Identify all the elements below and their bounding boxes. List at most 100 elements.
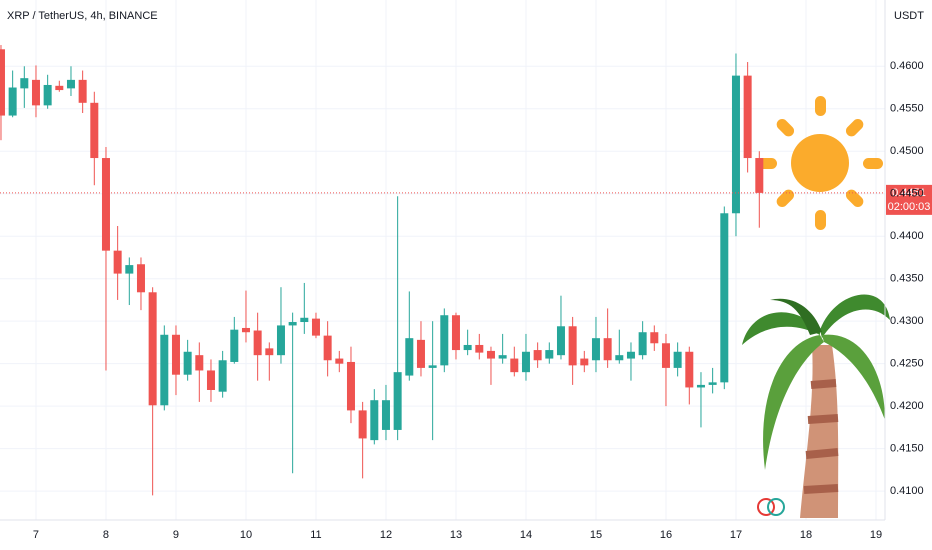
y-tick-label: 0.4350: [890, 273, 924, 285]
candle-body: [206, 370, 215, 390]
candle-body: [370, 400, 379, 441]
candle-body: [288, 322, 297, 326]
candle-body: [521, 351, 530, 373]
current-price-label: 0.4451: [892, 187, 926, 199]
candle-body: [183, 351, 192, 375]
x-tick-label: 8: [103, 529, 109, 541]
y-tick-label: 0.4150: [890, 443, 924, 455]
y-tick-label: 0.4400: [890, 230, 924, 242]
candle-body: [101, 158, 110, 251]
candle-body: [451, 315, 460, 351]
chart-title: XRP / TetherUS, 4h, BINANCE: [7, 10, 158, 22]
candle-body: [661, 343, 670, 368]
candle-body: [650, 332, 659, 344]
candle-body: [0, 49, 5, 116]
candle-body: [265, 348, 274, 356]
candle-body: [743, 75, 752, 159]
x-tick-label: 16: [660, 529, 672, 541]
candle-body: [475, 344, 484, 353]
candle-body: [755, 158, 764, 193]
candle-body: [253, 330, 262, 356]
candle-body: [673, 351, 682, 368]
x-tick-label: 14: [520, 529, 532, 541]
price-label-box: [886, 184, 932, 215]
candle-body: [136, 264, 145, 293]
candle-body: [405, 338, 414, 376]
x-tick-label: 13: [450, 529, 462, 541]
candle-body: [90, 102, 99, 159]
candle-body: [498, 355, 507, 359]
grid: [0, 0, 885, 520]
candle-body: [335, 358, 344, 364]
currency-label: USDT: [894, 10, 924, 22]
y-tick-label: 0.4200: [890, 400, 924, 412]
candle-body: [66, 79, 75, 89]
candle-body: [171, 334, 180, 375]
candle-body: [416, 339, 425, 368]
y-tick-label: 0.4600: [890, 60, 924, 72]
candles: [0, 45, 764, 496]
x-tick-label: 10: [240, 529, 252, 541]
x-tick-label: 12: [380, 529, 392, 541]
countdown-label: 02:00:03: [888, 201, 931, 213]
candle-body: [428, 365, 437, 368]
candle-body: [78, 79, 87, 103]
candle-body: [720, 213, 729, 383]
candle-body: [545, 350, 554, 359]
y-tick-label: 0.4450: [890, 188, 924, 200]
candle-body: [580, 358, 589, 366]
x-tick-label: 18: [800, 529, 812, 541]
x-tick-label: 9: [173, 529, 179, 541]
y-tick-label: 0.4300: [890, 315, 924, 327]
overlay: 0.4451 02:00:03: [0, 184, 932, 215]
candle-body: [31, 79, 40, 106]
candle-body: [696, 384, 705, 388]
candle-body: [8, 87, 17, 116]
x-tick-label: 15: [590, 529, 602, 541]
candle-body: [603, 338, 612, 361]
logo: [757, 498, 785, 516]
x-tick-label: 17: [730, 529, 742, 541]
candle-body: [300, 317, 309, 323]
candle-body: [148, 292, 157, 406]
candle-body: [113, 250, 122, 274]
candle-body: [463, 344, 472, 351]
candle-body: [381, 400, 390, 430]
candle-body: [615, 355, 624, 361]
x-tick-label: 11: [310, 529, 321, 541]
candle-body: [125, 265, 134, 274]
candle-body: [43, 84, 52, 106]
candle-body: [323, 335, 332, 361]
candle-body: [195, 355, 204, 371]
candle-body: [218, 360, 227, 392]
candle-body: [358, 410, 367, 439]
y-tick-label: 0.4500: [890, 145, 924, 157]
candle-body: [311, 318, 320, 336]
candle-body: [638, 332, 647, 356]
candle-body: [393, 372, 402, 430]
candle-body: [230, 329, 239, 362]
candle-body: [20, 78, 29, 89]
candle-body: [440, 315, 449, 366]
y-tick-label: 0.4100: [890, 485, 924, 497]
candle-body: [276, 325, 285, 356]
candle-body: [241, 327, 250, 333]
candle-body: [568, 326, 577, 366]
y-tick-label: 0.4550: [890, 103, 924, 115]
candle-body: [160, 334, 169, 406]
candle-body: [626, 351, 635, 359]
candle-body: [708, 382, 717, 385]
x-tick-label: 7: [33, 529, 39, 541]
x-tick-label: 19: [870, 529, 882, 541]
candle-body: [510, 358, 519, 373]
candle-body: [486, 350, 495, 359]
candle-body: [591, 338, 600, 361]
y-tick-label: 0.4250: [890, 358, 924, 370]
candle-body: [55, 85, 64, 91]
candle-body: [556, 326, 565, 356]
sun-sticker: [757, 96, 883, 230]
candle-body: [533, 350, 542, 361]
